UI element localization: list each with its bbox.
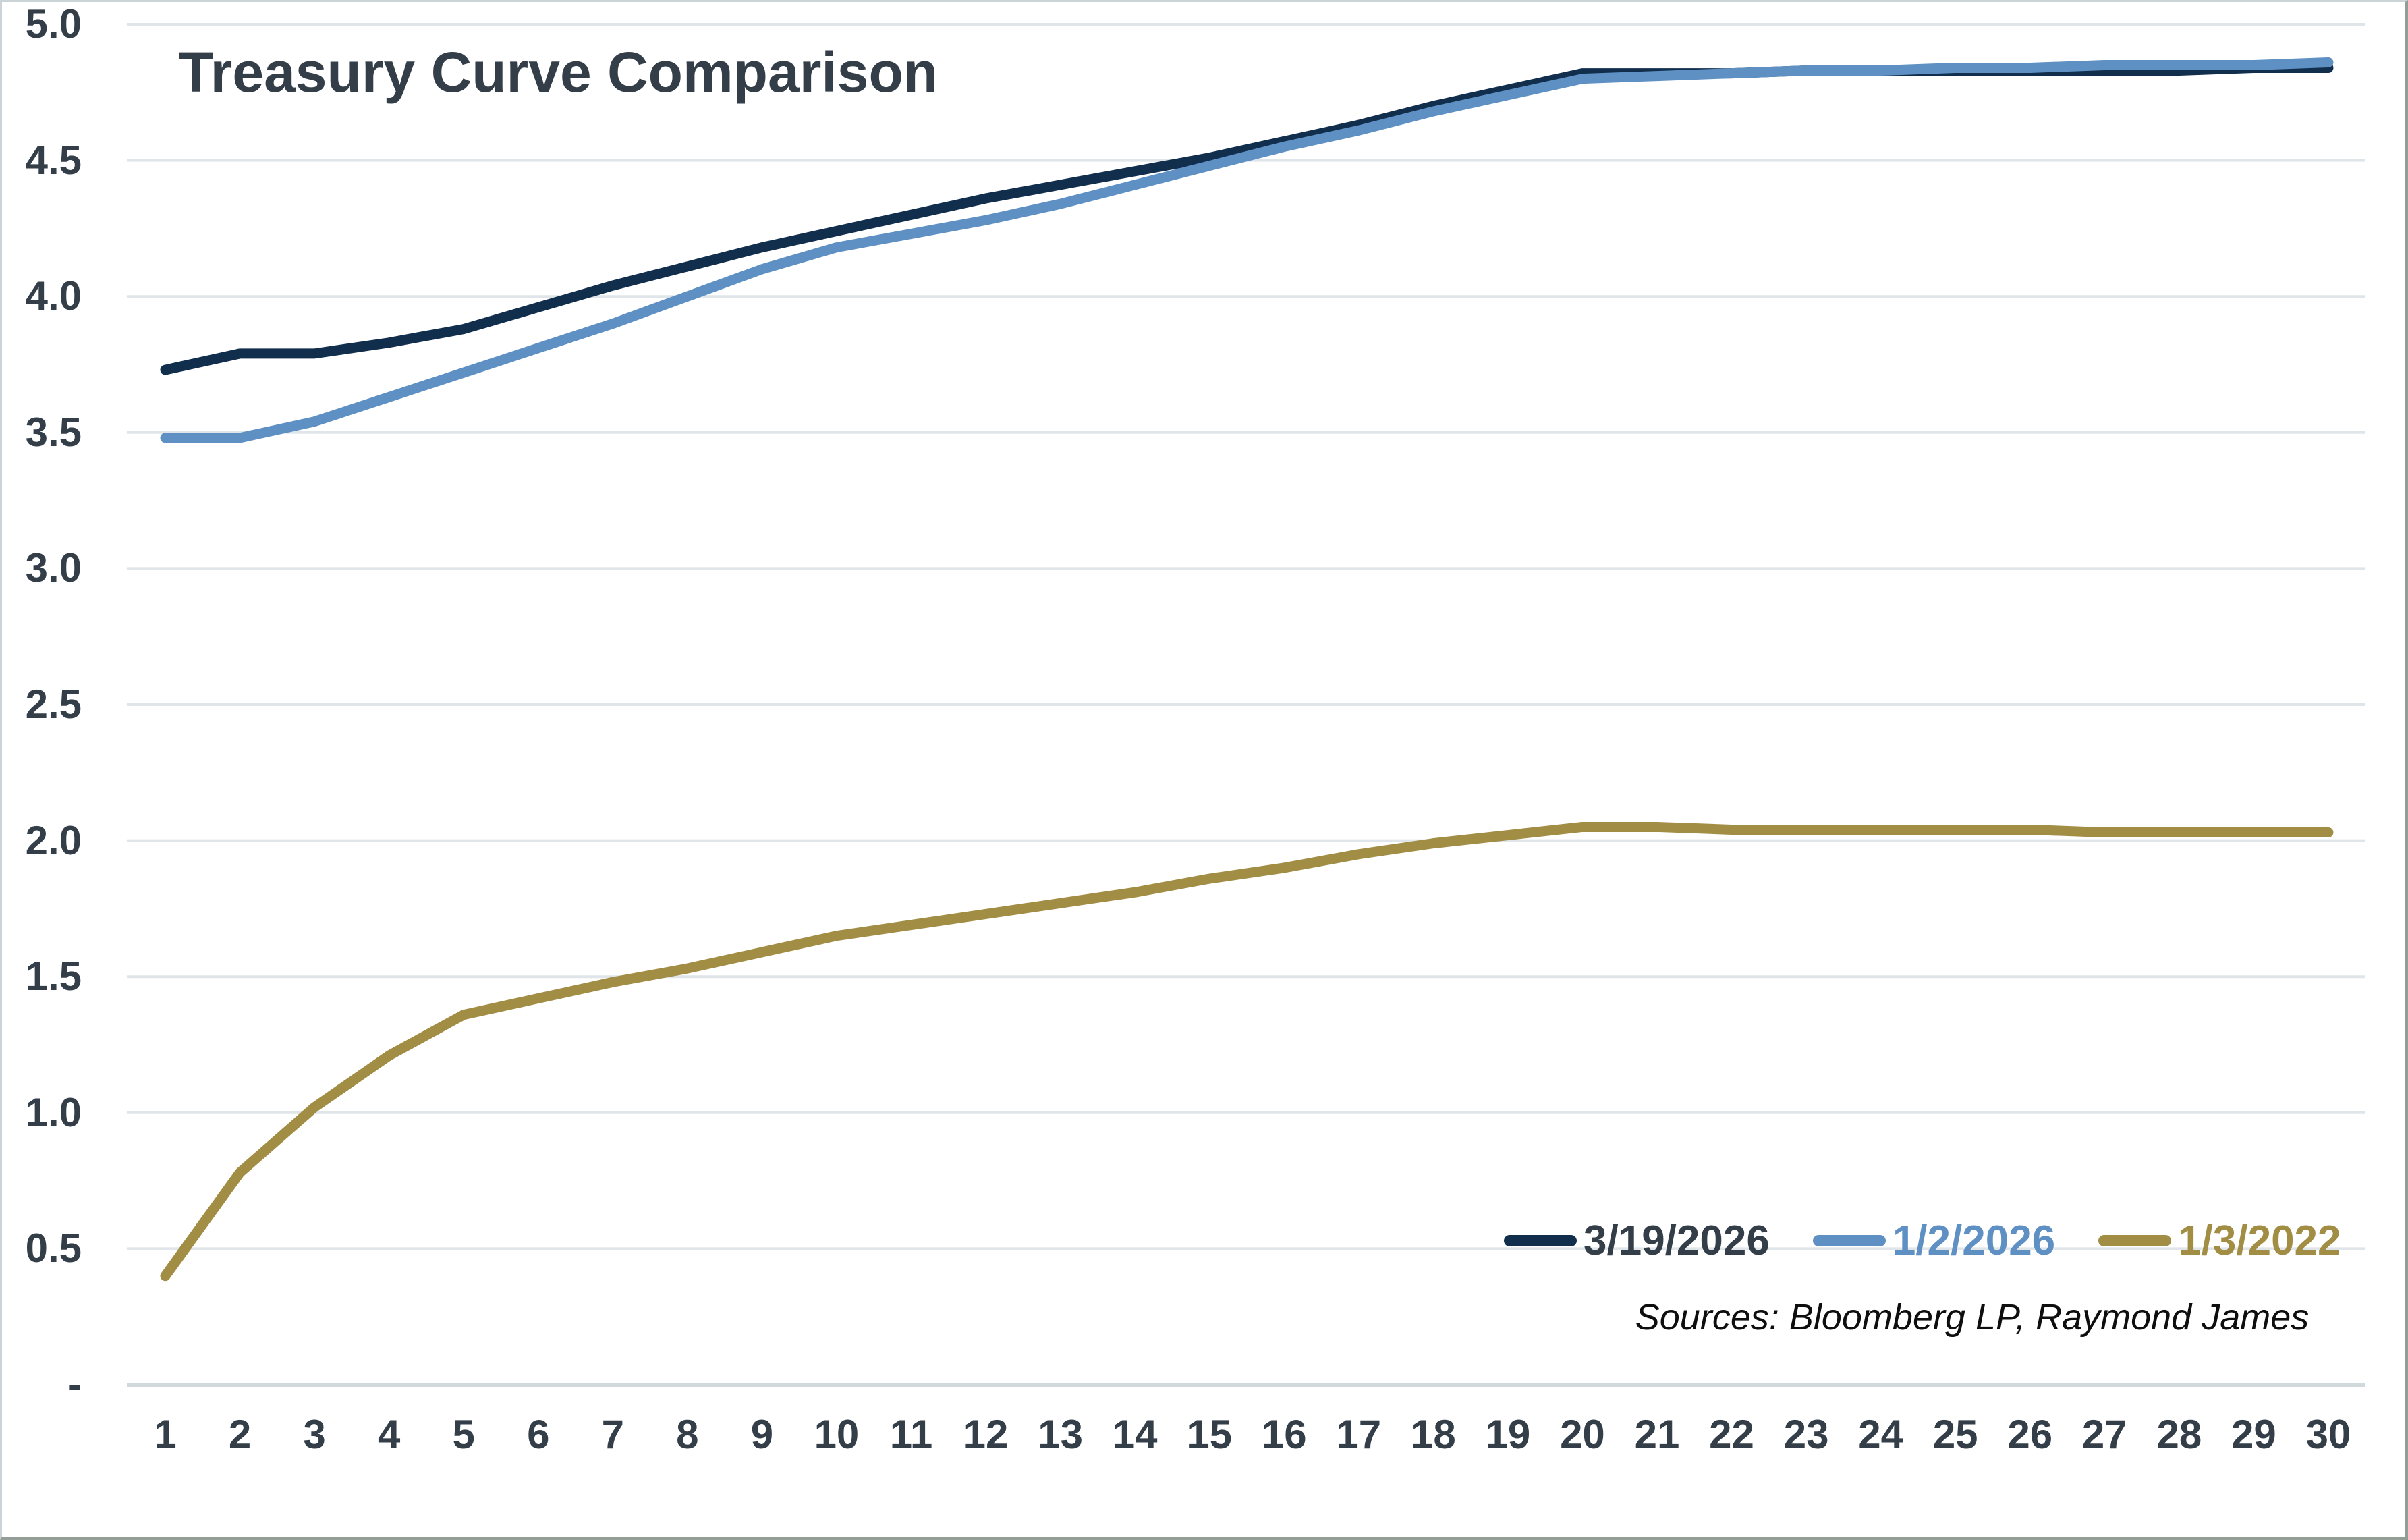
legend-line-marker: [2098, 1234, 2172, 1246]
x-axis-label: 11: [889, 1412, 933, 1457]
x-axis-label: 6: [527, 1412, 550, 1457]
y-axis-label: -: [68, 1362, 82, 1407]
x-axis-label: 29: [2231, 1412, 2276, 1457]
x-axis-label: 14: [1112, 1412, 1158, 1457]
y-axis-label: 2.5: [25, 682, 82, 727]
legend-label: 3/19/2026: [1584, 1217, 1770, 1264]
line-series-1: [160, 57, 2334, 443]
x-axis-label: 25: [1932, 1412, 1978, 1457]
x-axis-label: 10: [814, 1412, 860, 1457]
legend-label: 1/3/2022: [2178, 1217, 2341, 1264]
x-axis-label: 7: [601, 1412, 624, 1457]
y-axis-label: 0.5: [25, 1226, 82, 1271]
x-axis-label: 21: [1634, 1412, 1680, 1457]
x-axis-label: 4: [377, 1412, 401, 1457]
x-axis-label: 5: [452, 1412, 475, 1457]
x-axis-label: 8: [676, 1412, 699, 1457]
y-axis-label: 1.5: [25, 954, 82, 999]
chart-title: Treasury Curve Comparison: [179, 40, 939, 104]
y-axis-label: 2.0: [25, 817, 82, 863]
legend-line-marker: [1812, 1234, 1886, 1246]
x-axis-label: 30: [2305, 1412, 2351, 1457]
x-axis-label: 27: [2081, 1412, 2127, 1457]
legend-item-2: 1/3/2022: [2098, 1217, 2341, 1265]
x-axis-label: 20: [1560, 1412, 1605, 1457]
x-axis-label: 26: [2007, 1412, 2053, 1457]
x-axis-label: 17: [1336, 1412, 1382, 1457]
x-axis-label: 9: [750, 1412, 774, 1457]
legend: 3/19/2026 1/2/2026 1/3/2022: [1504, 1217, 2341, 1264]
x-axis-label: 15: [1187, 1412, 1233, 1457]
x-axis-label: 16: [1261, 1412, 1307, 1457]
x-axis-label: 22: [1709, 1412, 1754, 1457]
y-axis-label: 5.0: [25, 1, 82, 47]
x-axis-label: 24: [1858, 1412, 1904, 1457]
x-axis-label: 19: [1485, 1412, 1531, 1457]
legend-line-marker: [1504, 1234, 1577, 1246]
y-axis-label: 1.0: [25, 1089, 82, 1135]
legend-item-1: 1/2/2026: [1812, 1217, 2056, 1265]
y-axis-label: 3.5: [25, 409, 82, 455]
y-axis-label: 3.0: [25, 545, 82, 591]
legend-item-0: 3/19/2026: [1504, 1217, 1770, 1265]
x-axis-label: 18: [1410, 1412, 1456, 1457]
x-axis-label: 12: [963, 1412, 1009, 1457]
y-axis-label: 4.0: [25, 273, 82, 319]
x-axis-label: 13: [1038, 1412, 1083, 1457]
x-axis-label: 23: [1783, 1412, 1829, 1457]
line-series-0: [160, 63, 2334, 375]
legend-label: 1/2/2026: [1892, 1217, 2056, 1264]
x-axis-label: 1: [154, 1412, 177, 1457]
x-axis-label: 3: [303, 1412, 326, 1457]
x-axis-label: 28: [2156, 1412, 2202, 1457]
source-note: Sources: Bloomberg LP, Raymond James: [1635, 1297, 2309, 1338]
y-axis-label: 4.5: [25, 137, 82, 183]
x-axis-label: 2: [228, 1412, 252, 1457]
line-series-2: [160, 821, 2334, 1282]
